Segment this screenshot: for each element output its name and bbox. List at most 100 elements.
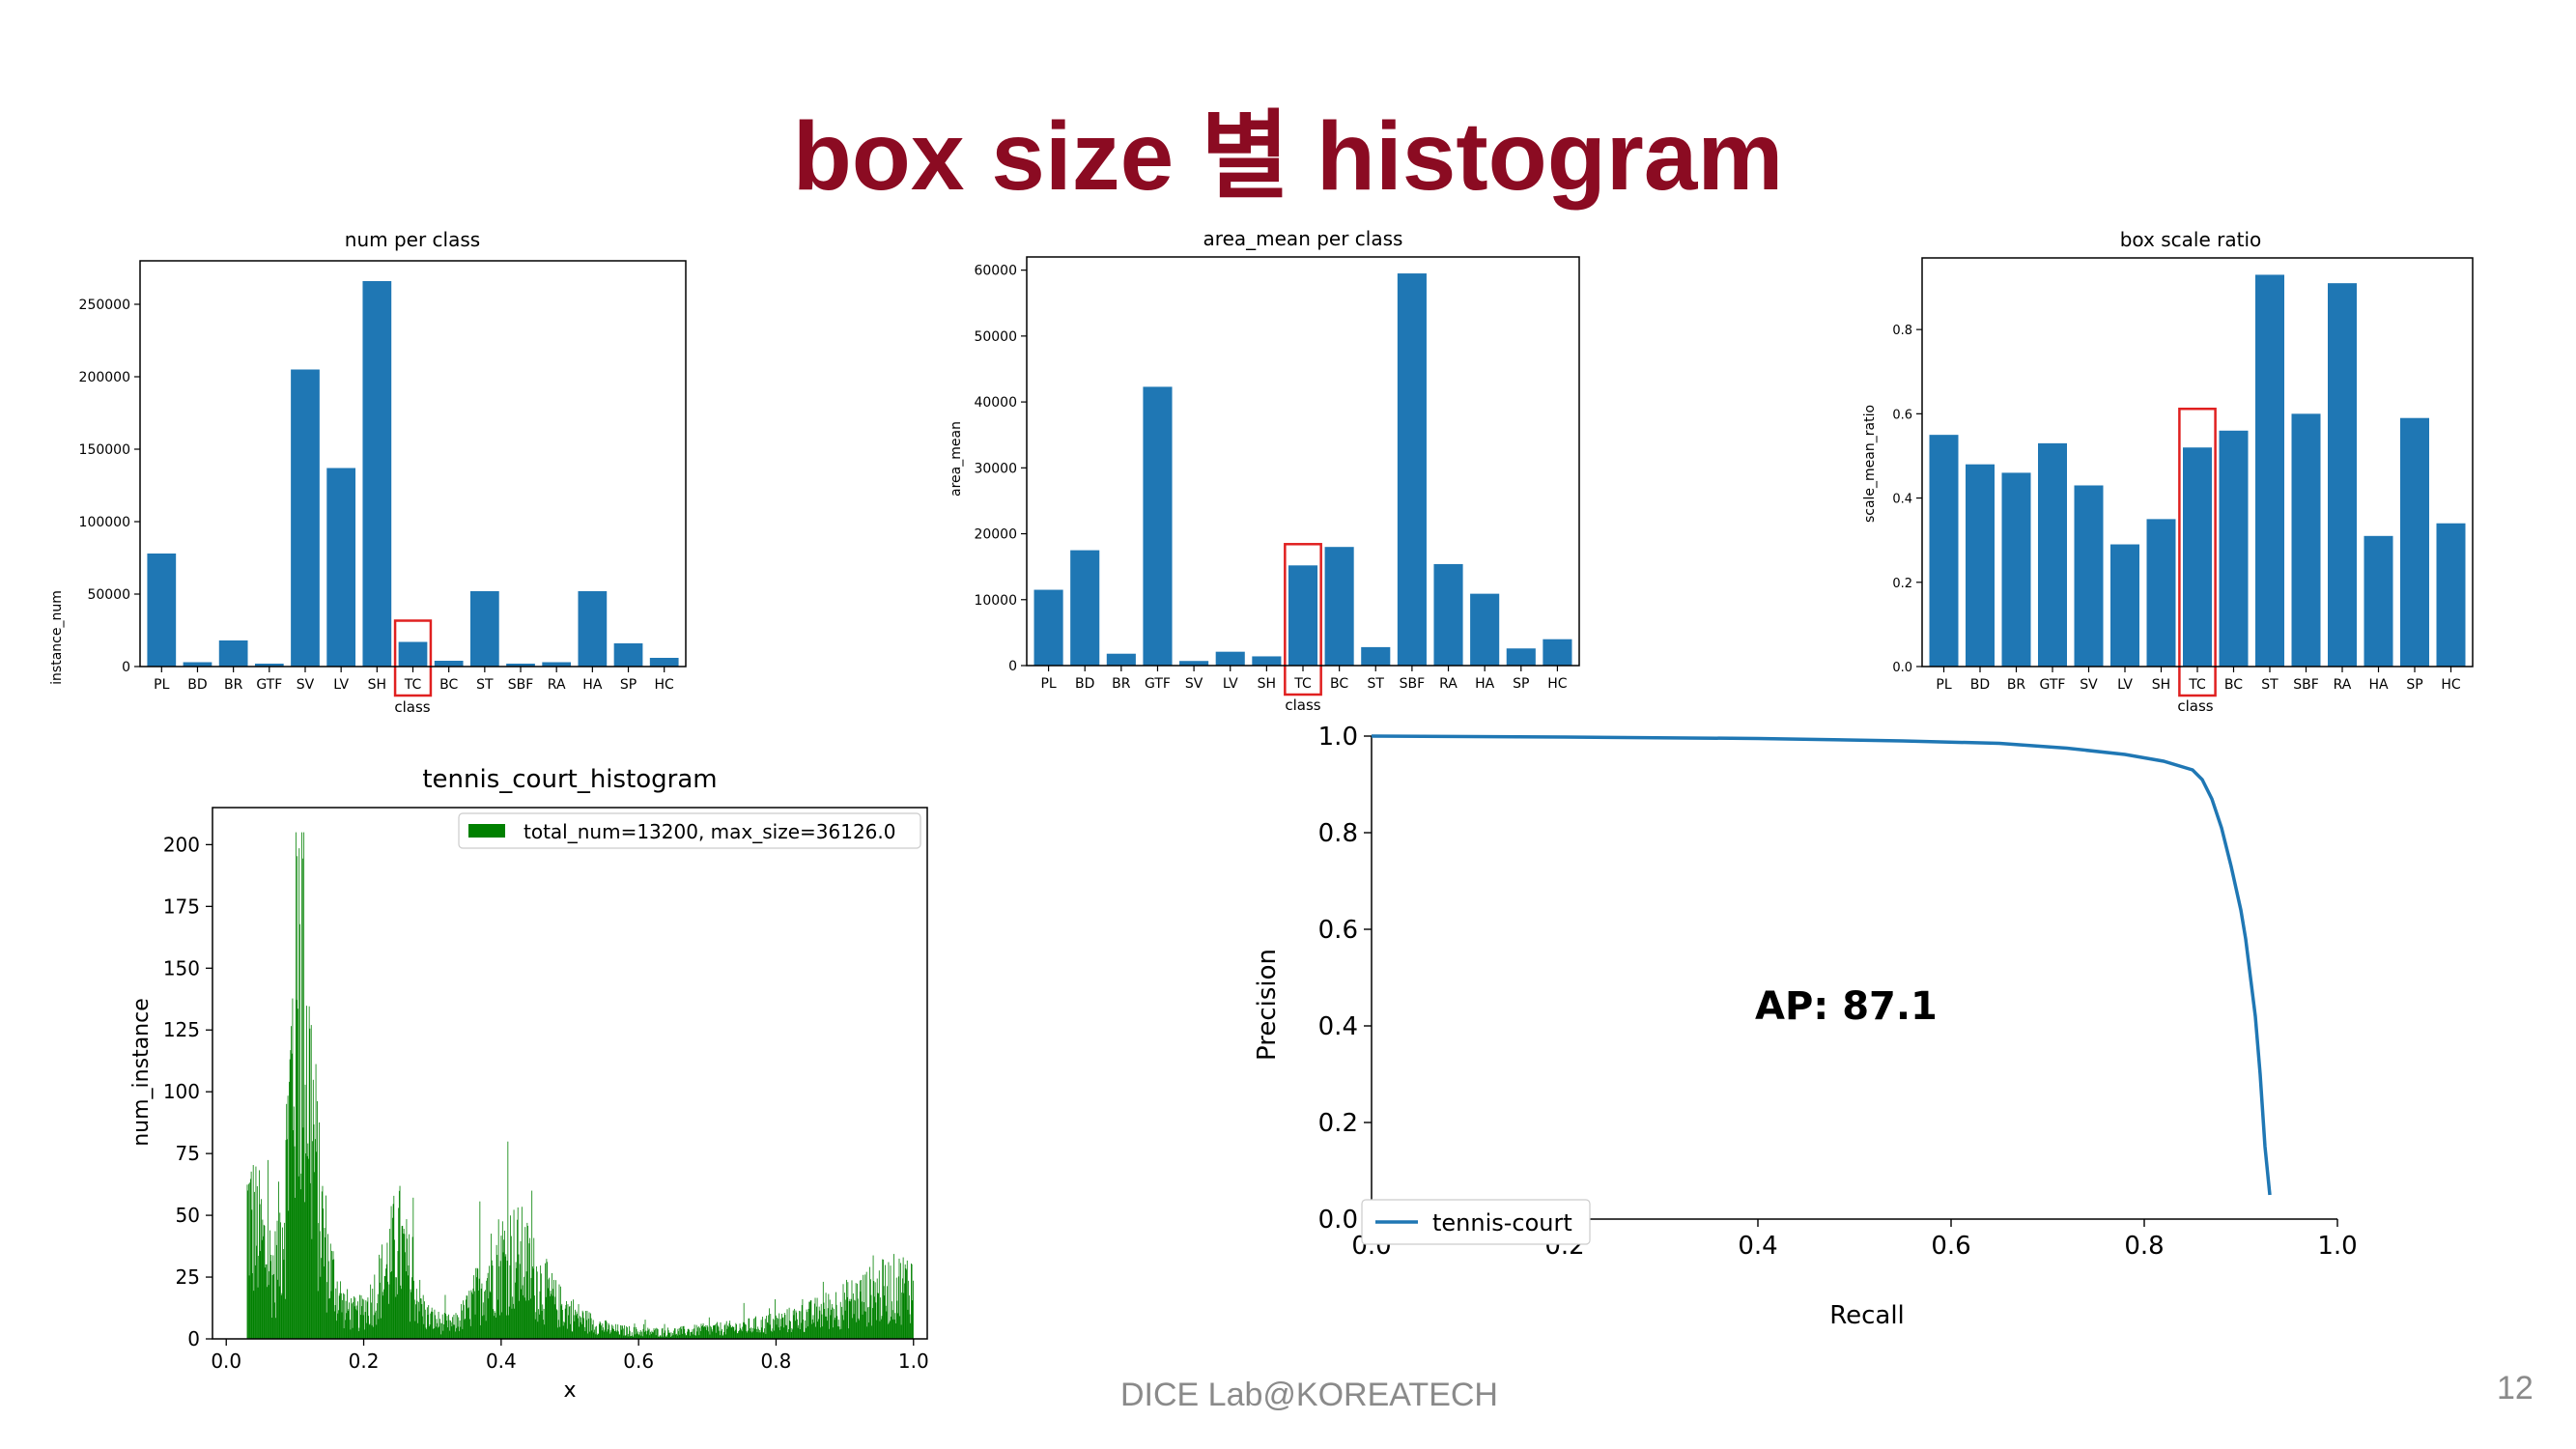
- hist-bar: [639, 1329, 641, 1339]
- hist-bar: [825, 1293, 827, 1339]
- hist-bar: [682, 1325, 684, 1339]
- y-tick-label: 50: [176, 1204, 200, 1227]
- hist-bar: [544, 1324, 546, 1339]
- hist-bar: [509, 1264, 511, 1339]
- hist-bar: [395, 1296, 397, 1339]
- hist-bar: [725, 1334, 726, 1339]
- y-tick-label: 0.2: [1318, 1109, 1358, 1138]
- hist-bar: [549, 1277, 551, 1339]
- hist-bar: [554, 1296, 556, 1339]
- hist-bar: [715, 1332, 717, 1339]
- hist-bar: [596, 1325, 598, 1339]
- hist-bar: [363, 1299, 365, 1339]
- hist-bar: [808, 1301, 810, 1339]
- bar-st: [1361, 646, 1391, 666]
- bar-tc: [1288, 565, 1318, 666]
- hist-bar: [379, 1282, 381, 1339]
- chart-title: tennis_court_histogram: [422, 765, 717, 794]
- hist-bar: [315, 1064, 317, 1339]
- hist-bar: [389, 1271, 391, 1339]
- hist-bar: [361, 1306, 363, 1339]
- hist-bar: [402, 1225, 404, 1339]
- hist-bar: [540, 1265, 542, 1339]
- y-tick-label: 0.2: [1892, 577, 1912, 591]
- hist-bar: [325, 1236, 326, 1339]
- hist-bar: [839, 1329, 840, 1339]
- hist-bar: [786, 1309, 788, 1339]
- hist-bar: [479, 1201, 481, 1339]
- hist-bar: [490, 1292, 492, 1339]
- hist-bar: [839, 1301, 841, 1339]
- hist-bar: [508, 1306, 510, 1339]
- hist-bar: [821, 1314, 823, 1339]
- x-tick-label: PL: [1936, 677, 1951, 693]
- hist-bar: [865, 1311, 866, 1339]
- y-tick-label: 0: [1008, 659, 1017, 674]
- hist-bar: [263, 1236, 264, 1339]
- series-line-tennis-court: [1371, 734, 2272, 1196]
- hist-bar: [858, 1318, 860, 1339]
- hist-bar: [437, 1322, 439, 1339]
- hist-bar: [663, 1336, 665, 1339]
- x-tick-label: BR: [224, 677, 243, 693]
- hist-bar: [523, 1294, 524, 1339]
- hist-bar: [517, 1207, 519, 1339]
- hist-bar: [590, 1313, 591, 1339]
- hist-bar: [413, 1280, 414, 1339]
- hist-bar: [817, 1321, 819, 1339]
- hist-bar: [598, 1323, 600, 1339]
- bar-lv: [1215, 651, 1245, 666]
- hist-bar: [633, 1326, 635, 1339]
- hist-bar: [508, 1315, 509, 1339]
- hist-bar: [312, 1141, 314, 1339]
- hist-bar: [293, 1106, 295, 1339]
- x-tick-label: GTF: [1145, 676, 1171, 692]
- hist-bar: [638, 1335, 640, 1339]
- hist-bar: [463, 1300, 464, 1339]
- hist-bar: [310, 1182, 311, 1339]
- hist-bar: [319, 1122, 320, 1339]
- hist-bar: [338, 1310, 339, 1339]
- hist-bar: [367, 1297, 369, 1339]
- hist-bar: [622, 1328, 624, 1339]
- hist-bar: [261, 1199, 262, 1339]
- hist-bar: [420, 1298, 422, 1339]
- hist-bar: [457, 1326, 459, 1339]
- hist-bar: [371, 1325, 373, 1339]
- hist-bar: [512, 1296, 514, 1339]
- x-tick-label: PL: [154, 677, 169, 693]
- hist-bar: [324, 1228, 326, 1339]
- hist-bar: [826, 1316, 828, 1339]
- hist-bar: [681, 1325, 683, 1339]
- hist-bar: [285, 1140, 287, 1339]
- hist-bar: [476, 1277, 477, 1339]
- hist-bar: [678, 1331, 679, 1339]
- hist-bar: [761, 1327, 763, 1339]
- hist-bar: [542, 1304, 544, 1339]
- hist-bar: [501, 1221, 503, 1339]
- hist-bar: [515, 1262, 517, 1339]
- hist-bar: [780, 1326, 782, 1339]
- hist-bar: [467, 1307, 469, 1339]
- y-tick-label: 30000: [974, 461, 1017, 476]
- hist-bar: [540, 1273, 542, 1339]
- hist-bar: [562, 1310, 563, 1339]
- hist-bar: [785, 1324, 787, 1339]
- hist-bar: [445, 1321, 447, 1339]
- hist-bar: [408, 1264, 410, 1339]
- bar-sp: [613, 643, 643, 667]
- hist-bar: [562, 1325, 564, 1339]
- x-axis-label: x: [563, 1378, 576, 1403]
- hist-bar: [622, 1325, 623, 1339]
- x-tick-label: 0.6: [623, 1350, 654, 1373]
- hist-bar: [282, 1248, 284, 1339]
- hist-bar: [781, 1318, 783, 1339]
- x-tick-label: SV: [1185, 676, 1203, 692]
- hist-bar: [428, 1326, 430, 1339]
- hist-bar: [380, 1258, 382, 1339]
- hist-bar: [342, 1293, 344, 1339]
- hist-bar: [798, 1324, 800, 1339]
- hist-bar: [869, 1279, 871, 1339]
- hist-bar: [575, 1309, 576, 1339]
- hist-bar: [405, 1271, 407, 1339]
